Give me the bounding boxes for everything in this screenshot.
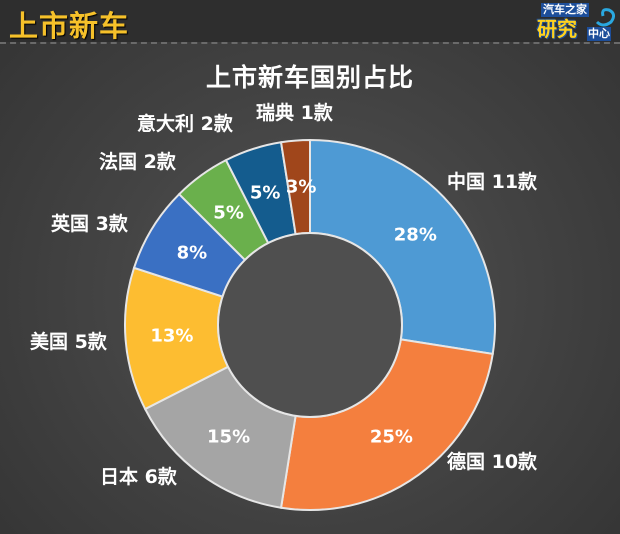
percent-label: 5% [213,202,244,224]
percent-label: 15% [207,426,251,448]
section-title: 上市新车 [9,9,130,43]
chart-title: 上市新车国别占比 [205,63,414,92]
swirl-icon [595,8,616,27]
category-label: 法国 2款 [99,151,176,173]
category-label: 美国 5款 [30,331,107,353]
category-label: 瑞典 1款 [256,102,333,124]
brand-logo: 汽车之家 研究 中心 [535,2,619,42]
percent-label: 3% [285,176,317,198]
donut-hole [217,232,403,418]
header-divider [0,42,620,44]
logo-big-text: 研究 [537,17,577,41]
logo-small-text: 中心 [587,27,611,41]
logo-top-text: 汽车之家 [541,3,589,17]
percent-label: 25% [369,426,413,448]
category-label: 德国 10款 [447,451,538,473]
category-label: 中国 11款 [447,171,538,193]
percent-label: 8% [176,242,208,264]
category-label: 日本 6款 [100,466,177,488]
percent-label: 13% [150,325,194,347]
percent-label: 28% [393,224,437,246]
category-label: 意大利 2款 [137,113,233,135]
header-bar: 上市新车 汽车之家 研究 中心 [0,0,620,43]
percent-label: 5% [249,182,281,204]
category-label: 英国 3款 [51,213,128,235]
